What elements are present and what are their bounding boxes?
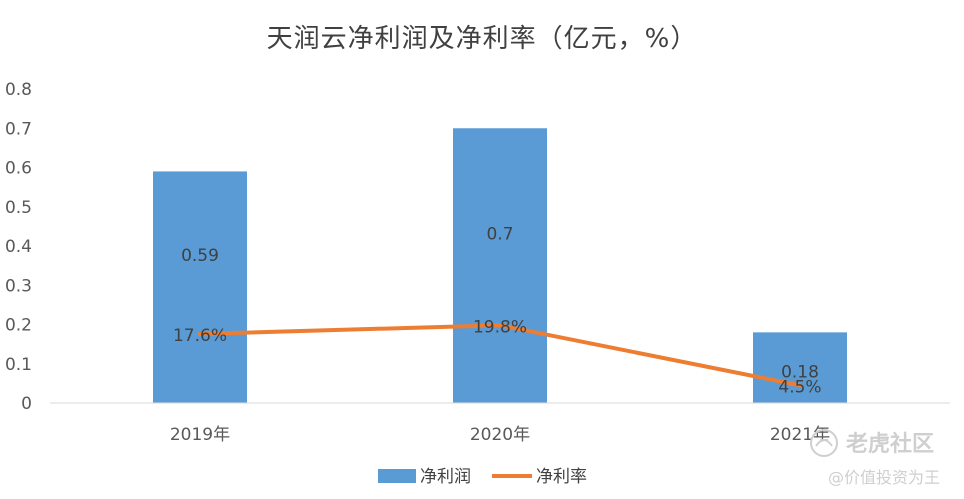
x-axis: 2019年 2020年 2021年 xyxy=(50,402,950,445)
line-series xyxy=(198,323,802,388)
line-net-margin xyxy=(198,323,802,388)
y-tick-label: 0.7 xyxy=(5,119,32,139)
tiger-logo-icon xyxy=(810,429,838,457)
bar-net-profit-2 xyxy=(453,128,547,403)
watermark-brand: 老虎社区 xyxy=(845,431,934,457)
bar-data-label: 0.7 xyxy=(486,225,513,245)
watermark-author: @价值投资为王 xyxy=(828,468,940,487)
y-axis: 0 0.1 0.2 0.3 0.4 0.5 0.6 0.7 0.8 xyxy=(5,80,32,414)
legend-label-net-margin: 净利率 xyxy=(536,467,587,487)
x-tick-label: 2020年 xyxy=(470,425,530,445)
legend-label-net-profit: 净利润 xyxy=(420,467,471,487)
bar-data-label: 0.59 xyxy=(181,246,219,266)
data-labels: 0.59 0.7 0.18 17.6% 19.8% 4.5% xyxy=(173,225,822,398)
line-data-label: 17.6% xyxy=(173,326,227,346)
y-tick-label: 0.8 xyxy=(5,80,32,100)
line-data-label: 4.5% xyxy=(778,377,821,397)
bar-data-label: 0.18 xyxy=(781,363,819,383)
bar-net-profit-3 xyxy=(753,332,847,403)
tiger-logo-mark xyxy=(815,439,833,447)
y-tick-label: 0 xyxy=(21,394,32,414)
y-tick-label: 0.6 xyxy=(5,159,32,179)
x-tick-label: 2021年 xyxy=(770,425,830,445)
line-data-label: 19.8% xyxy=(473,317,527,337)
y-tick-label: 0.1 xyxy=(5,355,32,375)
y-tick-label: 0.4 xyxy=(5,237,32,257)
chart-title: 天润云净利润及净利率（亿元，%） xyxy=(266,24,698,54)
bar-net-profit-1 xyxy=(153,171,247,403)
bar-series xyxy=(153,128,847,403)
x-tick-label: 2019年 xyxy=(170,425,230,445)
y-tick-label: 0.2 xyxy=(5,316,32,336)
legend: 净利润 净利率 xyxy=(378,467,587,487)
legend-swatch-net-profit xyxy=(378,469,416,483)
watermark: 老虎社区 @价值投资为王 xyxy=(810,429,940,487)
y-tick-label: 0.5 xyxy=(5,198,32,218)
y-tick-label: 0.3 xyxy=(5,276,32,296)
